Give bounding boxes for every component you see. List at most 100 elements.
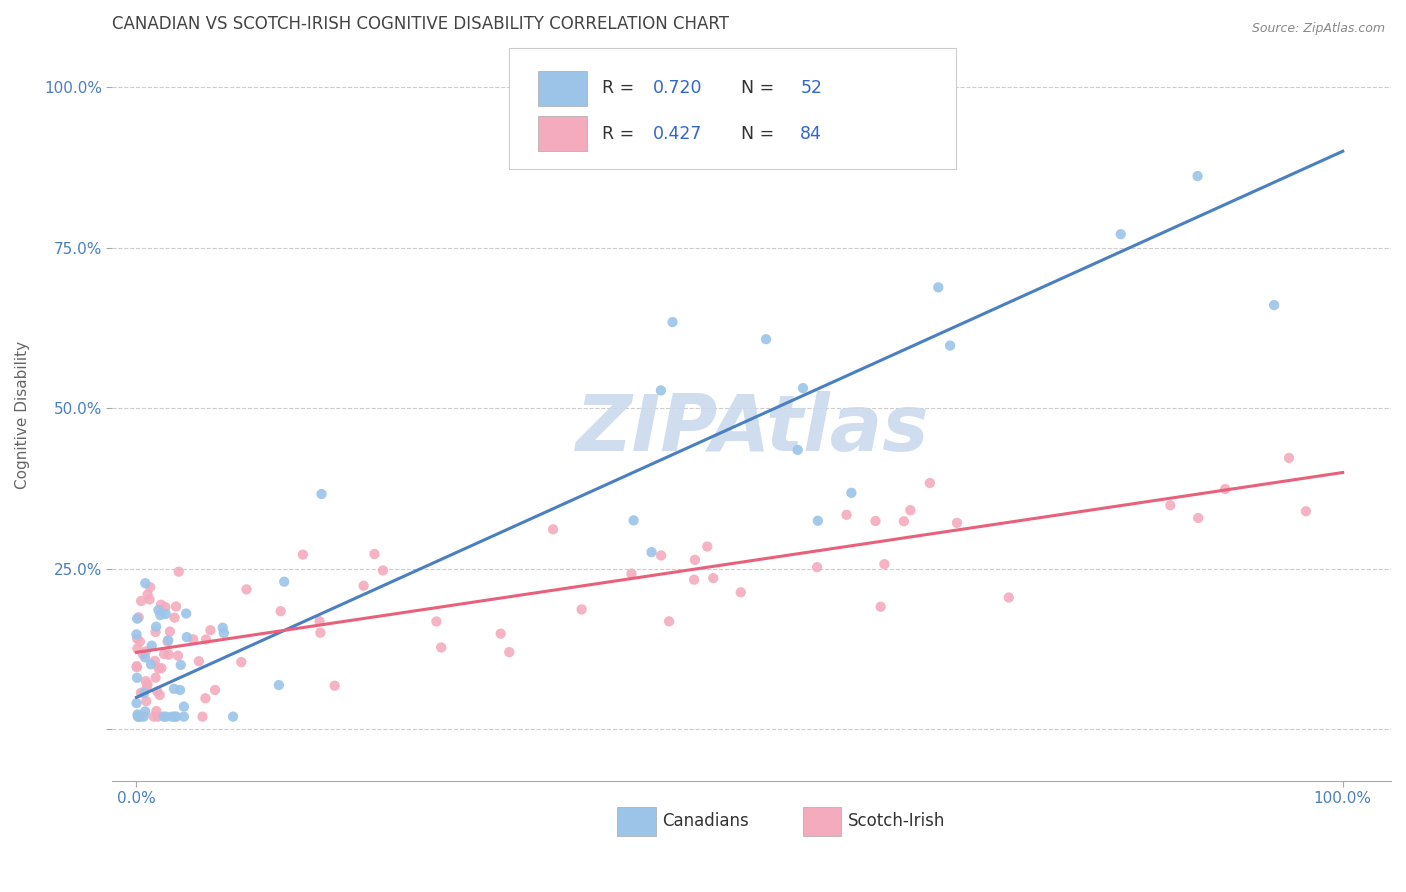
- Point: [267, 678, 290, 692]
- Point: [308, 614, 330, 628]
- Point: [865, 514, 887, 528]
- Point: [132, 686, 155, 700]
- Point: [129, 594, 152, 608]
- Text: Scotch-Irish: Scotch-Irish: [848, 813, 945, 830]
- Point: [661, 315, 683, 329]
- Point: [353, 579, 375, 593]
- Point: [1187, 169, 1209, 183]
- Point: [135, 644, 157, 658]
- Bar: [617, 806, 655, 836]
- Point: [145, 671, 167, 685]
- Text: ZIPAtlas: ZIPAtlas: [575, 392, 928, 467]
- Point: [873, 557, 896, 571]
- Point: [918, 476, 941, 491]
- Point: [273, 574, 295, 589]
- Point: [425, 615, 447, 629]
- Point: [128, 709, 150, 723]
- Point: [143, 654, 166, 668]
- Point: [156, 634, 179, 648]
- Point: [200, 623, 222, 637]
- Point: [806, 560, 828, 574]
- Point: [153, 647, 176, 661]
- Point: [191, 709, 214, 723]
- Point: [640, 545, 662, 559]
- Point: [1187, 511, 1209, 525]
- Point: [159, 624, 181, 639]
- Point: [135, 681, 157, 695]
- Point: [136, 677, 159, 691]
- Point: [146, 684, 169, 698]
- Point: [204, 683, 226, 698]
- Point: [142, 709, 165, 723]
- Point: [181, 632, 204, 647]
- Point: [148, 661, 170, 675]
- Text: 0.720: 0.720: [654, 79, 703, 97]
- Point: [270, 604, 292, 618]
- Point: [167, 565, 190, 579]
- Point: [498, 645, 520, 659]
- FancyBboxPatch shape: [509, 48, 956, 169]
- Point: [1159, 498, 1181, 512]
- Point: [1109, 227, 1132, 242]
- Point: [620, 566, 643, 581]
- Point: [145, 620, 167, 634]
- Y-axis label: Cognitive Disability: Cognitive Disability: [15, 341, 30, 489]
- Point: [149, 608, 172, 623]
- Point: [169, 683, 191, 698]
- Point: [939, 338, 962, 352]
- Point: [167, 648, 190, 663]
- Point: [138, 592, 160, 607]
- Point: [128, 709, 150, 723]
- Point: [139, 657, 162, 672]
- Point: [1263, 298, 1285, 312]
- Point: [1213, 482, 1236, 496]
- Point: [165, 709, 187, 723]
- Point: [187, 654, 209, 668]
- Point: [683, 573, 706, 587]
- Point: [311, 487, 333, 501]
- Point: [127, 612, 149, 626]
- Point: [696, 540, 718, 554]
- Point: [571, 602, 593, 616]
- Point: [125, 660, 148, 674]
- Point: [176, 630, 198, 644]
- Point: [155, 709, 177, 723]
- Point: [898, 503, 921, 517]
- Point: [893, 514, 915, 528]
- Point: [371, 564, 394, 578]
- Point: [150, 598, 173, 612]
- Point: [650, 384, 672, 398]
- Point: [869, 599, 891, 614]
- Point: [997, 591, 1019, 605]
- Text: 84: 84: [800, 125, 823, 143]
- Point: [841, 485, 863, 500]
- Point: [650, 549, 672, 563]
- Point: [1295, 504, 1317, 518]
- Point: [222, 709, 245, 723]
- Point: [150, 661, 173, 675]
- Point: [165, 599, 187, 614]
- Point: [194, 691, 217, 706]
- Point: [235, 582, 257, 597]
- Point: [163, 709, 186, 723]
- Point: [786, 442, 808, 457]
- Point: [291, 548, 314, 562]
- Point: [145, 624, 167, 639]
- Point: [1278, 450, 1301, 465]
- Point: [149, 688, 172, 702]
- Point: [155, 600, 177, 615]
- Point: [170, 657, 193, 672]
- Point: [128, 709, 150, 723]
- Point: [125, 671, 148, 685]
- Point: [157, 648, 180, 662]
- Point: [136, 587, 159, 601]
- Point: [730, 585, 752, 599]
- Point: [363, 547, 385, 561]
- Point: [658, 615, 681, 629]
- Point: [323, 679, 346, 693]
- Point: [134, 576, 156, 591]
- Bar: [803, 806, 841, 836]
- Point: [231, 655, 253, 669]
- Point: [134, 650, 156, 665]
- Point: [194, 632, 217, 647]
